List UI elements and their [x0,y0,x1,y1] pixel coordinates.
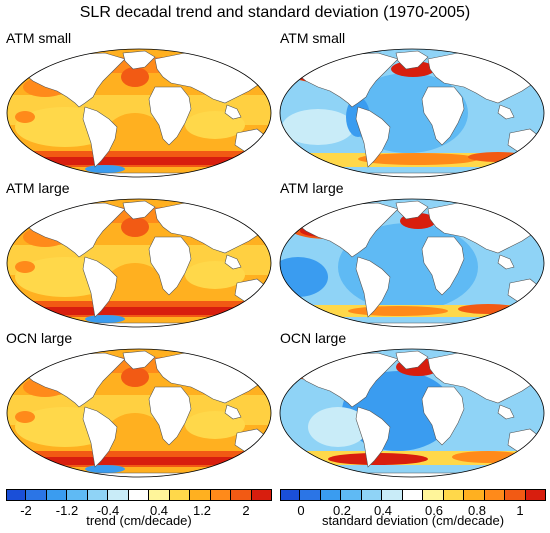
colorbar-segment [423,489,444,501]
panel-label-atm-small-trend: ATM small [6,30,72,46]
std-tick: 0 [297,503,305,518]
panel-label-ocn-large-std: OCN large [280,330,347,346]
colorbar-segment [464,489,485,501]
colorbar-segment [190,489,211,501]
colorbar-segment [231,489,252,501]
colorbar-segment [280,489,301,501]
trend-tick: 1.2 [192,503,212,518]
colorbar-segment [320,489,342,501]
colorbar-segment [210,489,232,501]
colorbar-segment [6,489,27,501]
std-tick: 0.2 [332,503,352,518]
std-tick: 0.8 [467,503,487,518]
panel-label-atm-small-std: ATM small [280,30,346,46]
colorbar-trend-label: trend (cm/decade) [86,513,192,528]
colorbar-segment [149,489,170,501]
colorbar-segment [505,489,526,501]
panel-label-atm-large-trend: ATM large [6,180,70,196]
colorbar-segment [128,489,150,501]
std-tick: 0.6 [424,503,444,518]
panel-label-ocn-large-trend: OCN large [6,330,73,346]
colorbar-segment [361,489,383,501]
map-ocn-large-trend [5,347,273,479]
map-atm-small-std [278,47,546,179]
trend-tick: -1.2 [55,503,79,518]
colorbar-segment [67,489,88,501]
colorbar-frame [280,489,546,501]
colorbar-segment [300,489,321,501]
colorbar-segment [443,489,465,501]
colorbar-segment [341,489,362,501]
std-tick: 1 [516,503,524,518]
map-atm-small-trend [5,47,273,179]
colorbar-segment [108,489,129,501]
std-tick: 0.4 [373,503,393,518]
colorbar-segment [46,489,68,501]
figure-title: SLR decadal trend and standard deviation… [79,4,471,21]
colorbar-segment [382,489,403,501]
colorbar-frame [6,489,272,501]
colorbar-segment [169,489,191,501]
panel-label-atm-large-std: ATM large [280,180,344,196]
map-atm-large-trend [5,197,273,329]
colorbar-segment [484,489,506,501]
trend-tick: 0.4 [149,503,169,518]
colorbar-segment [87,489,109,501]
colorbar-std-label: standard deviation (cm/decade) [321,513,505,528]
colorbar-trend [6,489,272,501]
map-ocn-large-std [278,347,546,479]
colorbar-segment [26,489,47,501]
map-atm-large-std [278,197,546,329]
trend-tick: 2 [242,503,250,518]
trend-tick: -0.4 [96,503,120,518]
trend-tick: -2 [20,503,32,518]
colorbar-std [280,489,546,501]
colorbar-segment [402,489,424,501]
